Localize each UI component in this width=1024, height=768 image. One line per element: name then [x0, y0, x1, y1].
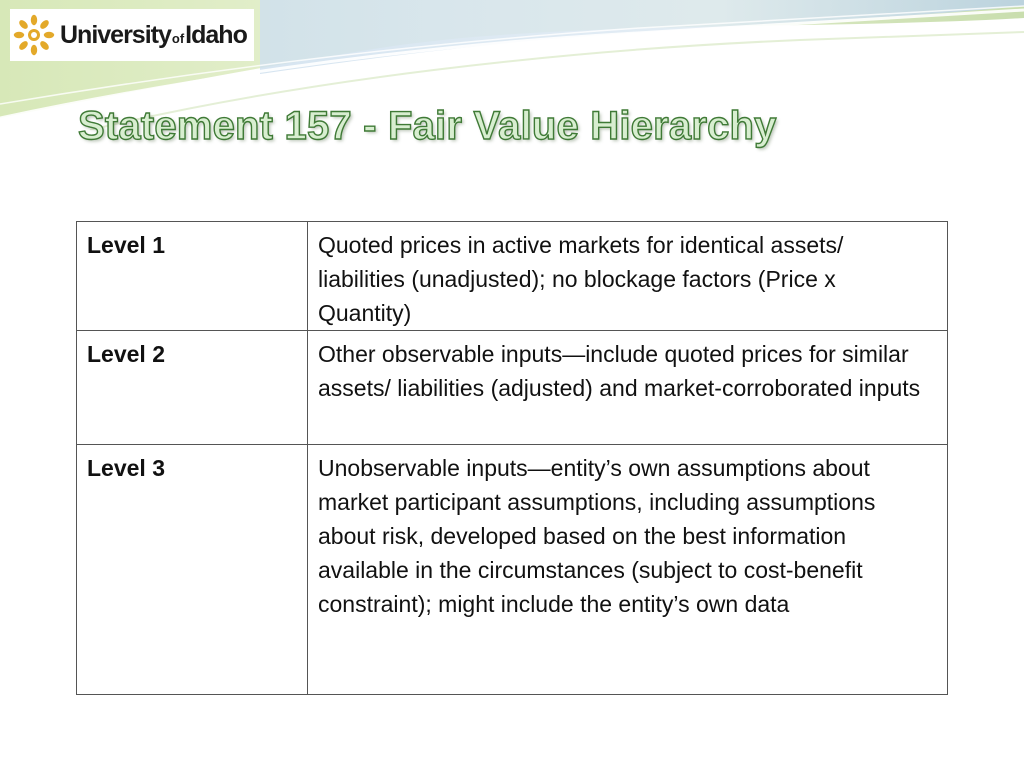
level-label: Level 2 [76, 330, 308, 445]
logo-word-university: University [60, 20, 172, 49]
table-row: Level 2 Other observable inputs—include … [76, 330, 948, 445]
logo-wordmark: University of Idaho [60, 20, 248, 50]
level-description: Unobservable inputs—entity’s own assumpt… [307, 444, 948, 695]
logo-word-idaho: Idaho [185, 20, 248, 49]
sunburst-logo-icon [13, 14, 55, 56]
slide-title: Statement 157 - Fair Value Hierarchy [77, 103, 777, 148]
level-description: Other observable inputs—include quoted p… [307, 330, 948, 445]
university-logo: University of Idaho [10, 9, 254, 61]
fair-value-hierarchy-table: Level 1 Quoted prices in active markets … [76, 221, 948, 695]
header-swoosh-decoration [0, 0, 1024, 130]
logo-word-of: of [171, 30, 185, 46]
level-description: Quoted prices in active markets for iden… [307, 221, 948, 331]
table-row: Level 1 Quoted prices in active markets … [76, 221, 948, 331]
table-row: Level 3 Unobservable inputs—entity’s own… [76, 444, 948, 695]
level-label: Level 3 [76, 444, 308, 695]
level-label: Level 1 [76, 221, 308, 331]
